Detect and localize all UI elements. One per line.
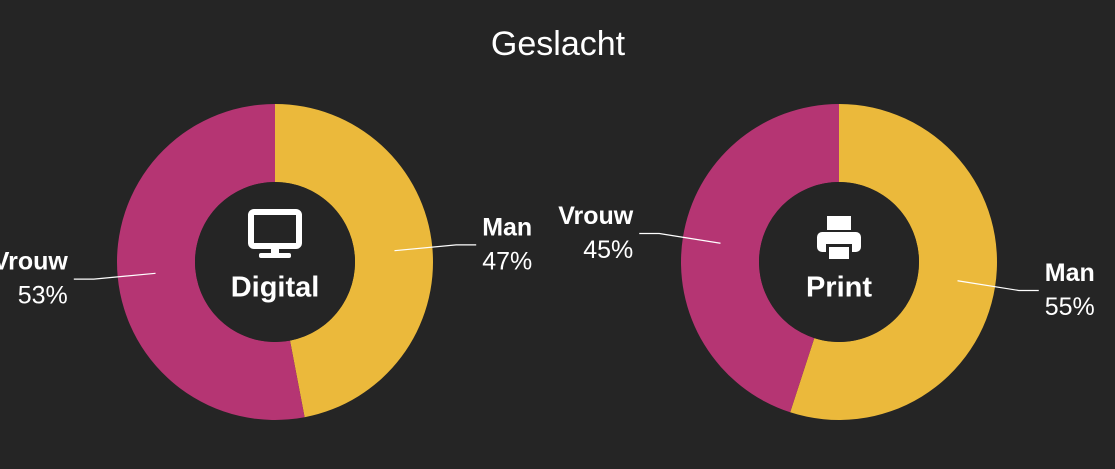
center-icon — [817, 216, 861, 260]
slice-value-label: 53% — [18, 282, 68, 310]
leader-line — [957, 280, 1039, 292]
center-label: Print — [806, 272, 872, 304]
slice-value-label: 55% — [1045, 293, 1095, 321]
slice-label: Man — [482, 213, 532, 241]
leader-line — [639, 232, 721, 244]
donut-hole — [195, 182, 355, 342]
slice-label: Vrouw — [558, 202, 634, 230]
slice-value-label: 45% — [583, 236, 633, 264]
slice-value-label: 47% — [482, 247, 532, 275]
donut-slice — [681, 104, 839, 413]
donut-hole — [759, 182, 919, 342]
icon-part — [259, 253, 291, 258]
icon-part — [271, 246, 279, 254]
slice-label: Vrouw — [0, 248, 68, 276]
donut-slice — [275, 104, 433, 418]
center-label: Digital — [231, 272, 320, 304]
center-icon — [248, 209, 302, 258]
donut-slice — [116, 104, 305, 420]
donut-slice — [790, 104, 998, 420]
leader-line — [73, 272, 156, 280]
icon-part — [827, 216, 851, 230]
page-title: Geslacht — [491, 25, 626, 63]
leader-line — [394, 244, 477, 252]
slice-label: Man — [1045, 259, 1095, 287]
icon-part — [829, 247, 849, 259]
